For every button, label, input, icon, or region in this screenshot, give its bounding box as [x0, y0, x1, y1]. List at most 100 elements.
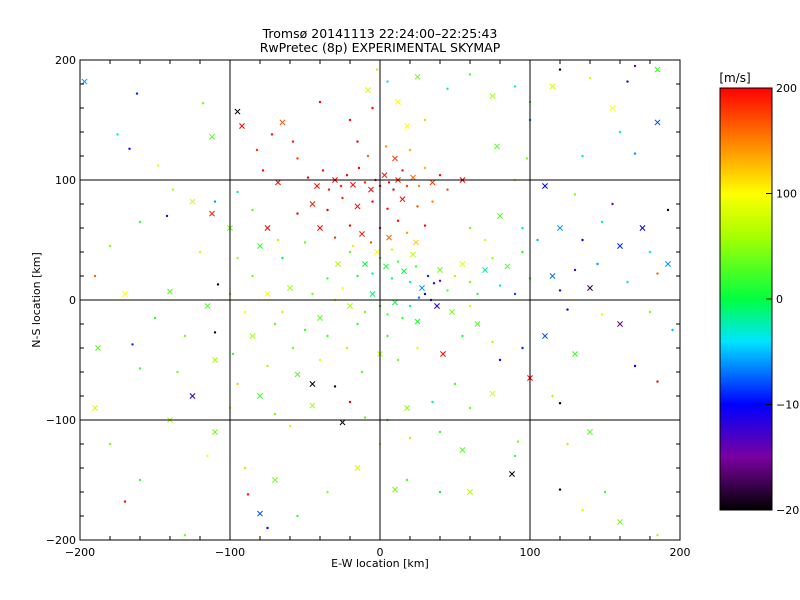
data-point-x-marker: [249, 333, 256, 339]
data-point-x-marker: [429, 179, 436, 186]
data-point-x-marker: [459, 261, 466, 267]
data-point-dot: [423, 292, 427, 296]
data-point-x-marker: [482, 267, 488, 273]
data-point-x-marker: [489, 390, 496, 397]
data-point-x-marker: [617, 321, 623, 327]
data-point-dot: [566, 308, 569, 311]
data-point-dot: [491, 256, 494, 260]
data-point-dot: [131, 343, 134, 346]
data-point-x-marker: [317, 315, 323, 321]
data-point-dot: [386, 207, 389, 210]
data-point-dot: [633, 364, 637, 368]
data-point-x-marker: [264, 225, 271, 231]
data-point-dot: [438, 279, 442, 282]
data-point-dot: [521, 346, 524, 350]
data-point-dot: [408, 436, 412, 440]
data-point-dot: [396, 358, 400, 362]
data-point-dot: [513, 292, 517, 296]
data-point-x-marker: [474, 321, 481, 327]
data-point-x-marker: [437, 267, 443, 273]
data-point-x-marker: [339, 419, 346, 426]
data-point-dot: [666, 208, 670, 212]
y-tick-label: −100: [46, 414, 76, 427]
data-point-dot: [296, 514, 299, 518]
data-point-x-marker: [404, 123, 410, 129]
data-point-dot: [333, 385, 337, 388]
data-point-dot: [551, 394, 554, 398]
data-point-dot: [416, 346, 419, 350]
data-point-dot: [176, 370, 179, 374]
x-tick-label: −200: [65, 546, 95, 559]
data-point-x-marker: [542, 333, 548, 339]
data-point-dot: [438, 430, 442, 434]
colorbar-tick-label: −100: [776, 399, 800, 412]
data-point-dot: [405, 184, 409, 188]
data-point-dot: [255, 148, 259, 152]
colorbar-unit-label: [m/s]: [719, 71, 750, 85]
data-point-dot: [156, 164, 160, 167]
data-point-dot: [236, 382, 239, 386]
data-point-dot: [390, 248, 394, 251]
data-point-x-marker: [410, 174, 416, 181]
data-point-dot: [243, 310, 247, 314]
data-point-x-marker: [665, 261, 671, 267]
data-point-x-marker: [294, 371, 301, 378]
data-point-dot: [281, 310, 284, 314]
data-point-dot: [138, 367, 142, 370]
data-point-x-marker: [257, 393, 263, 399]
data-point-dot: [369, 241, 373, 244]
data-point-dot: [386, 313, 389, 316]
data-point-x-marker: [167, 288, 173, 295]
data-point-x-marker: [617, 243, 623, 249]
data-point-x-marker: [354, 465, 361, 471]
data-point-dot: [387, 181, 391, 184]
data-point-dot: [273, 412, 277, 416]
data-point-dot: [588, 76, 592, 80]
data-point-dot: [405, 478, 409, 482]
data-point-x-marker: [359, 231, 365, 237]
data-point-x-marker: [365, 87, 371, 93]
data-point-dot: [296, 157, 299, 160]
data-point-x-marker: [368, 186, 374, 193]
data-point-dot: [423, 118, 427, 122]
data-point-dot: [138, 478, 142, 482]
data-point-dot: [611, 202, 614, 206]
data-point-dot: [341, 196, 344, 200]
data-points: [81, 64, 674, 537]
data-point-dot: [461, 334, 464, 338]
data-point-x-marker: [287, 285, 293, 291]
data-point-dot: [128, 147, 131, 150]
data-point-x-marker: [257, 510, 263, 517]
data-point-x-marker: [279, 119, 286, 126]
data-point-dot: [153, 316, 157, 320]
data-point-x-marker: [572, 351, 578, 357]
data-point-dot: [123, 500, 127, 503]
data-point-dot: [581, 154, 584, 158]
data-point-x-marker: [449, 309, 455, 315]
data-point-dot: [183, 334, 187, 338]
data-point-dot: [408, 304, 412, 308]
data-point-x-marker: [381, 172, 388, 179]
data-point-dot: [357, 166, 361, 170]
data-point-dot: [93, 274, 97, 278]
data-point-x-marker: [275, 179, 281, 186]
data-point-x-marker: [189, 198, 196, 205]
data-point-dot: [426, 274, 430, 278]
data-point-dot: [401, 316, 404, 320]
data-point-dot: [498, 358, 502, 362]
data-point-dot: [303, 328, 307, 332]
data-point-dot: [573, 193, 577, 196]
data-point-x-marker: [122, 291, 128, 297]
data-point-dot: [246, 493, 250, 496]
data-point-dot: [453, 274, 457, 278]
data-point-x-marker: [395, 99, 401, 105]
data-point-dot: [438, 490, 442, 494]
data-point-dot: [392, 188, 395, 191]
data-point-dot: [345, 346, 349, 350]
data-point-dot: [138, 220, 142, 224]
data-point-x-marker: [414, 318, 421, 325]
data-point-x-marker: [239, 123, 245, 129]
data-point-dot: [596, 262, 599, 266]
data-point-x-marker: [392, 486, 398, 493]
data-point-x-marker: [264, 291, 271, 297]
